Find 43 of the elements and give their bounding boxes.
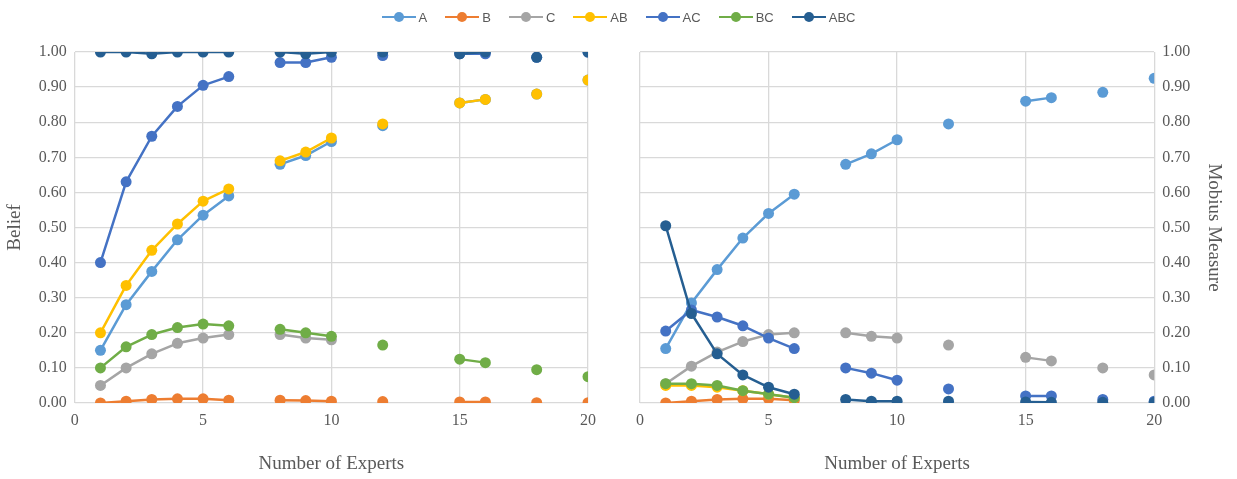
x-tick-label: 10 [889,410,906,428]
y-tick-label: 0.80 [38,112,67,130]
y-axis-title: Belief [3,203,25,251]
y2-tick-label: 0.90 [1162,77,1191,95]
x-tick-label: 0 [70,410,79,428]
x-tick-label: 15 [451,410,468,428]
legend-label: AC [682,9,701,25]
y-tick-label: 0.30 [38,287,67,305]
x-tick-label: 5 [764,410,773,428]
y2-tick-label: 0.70 [1162,147,1191,165]
y2-tick-label: 0.20 [1162,323,1191,340]
y-tick-label: 0.20 [38,323,67,340]
y2-tick-label: 0.10 [1162,358,1191,376]
x-axis-title: Number of Experts [258,451,405,473]
y-tick-label: 0.90 [38,77,67,95]
y-tick-label: 0.50 [38,217,67,235]
x-tick-label: 20 [1146,410,1163,428]
x-tick-label: 15 [1017,410,1034,428]
y-tick-label: 0.00 [38,393,67,411]
legend-label: BC [755,9,774,25]
y-tick-label: 0.60 [38,182,67,200]
x-tick-label: 0 [636,410,644,428]
legend-label: A [418,9,428,25]
y-tick-label: 1.00 [38,42,67,60]
x-axis-title: Number of Experts [824,451,970,473]
y2-tick-label: 0.00 [1162,393,1191,411]
y-tick-label: 0.40 [38,252,67,270]
y2-tick-label: 0.30 [1162,287,1191,305]
x-tick-label: 5 [199,410,208,428]
y2-tick-label: 0.40 [1162,252,1191,270]
y-tick-label: 0.10 [38,358,67,376]
y2-tick-label: 0.50 [1162,217,1191,235]
y-tick-label: 0.70 [38,147,67,165]
legend-label: C [545,9,556,25]
x-tick-label: 10 [323,410,340,428]
legend-label: B [482,9,491,25]
y2-axis-title: Mobius Measure [1204,163,1226,292]
legend-label: ABC [828,9,856,25]
y2-tick-label: 1.00 [1162,42,1191,60]
y2-tick-label: 0.60 [1162,182,1191,200]
legend-label: AB [610,9,628,25]
x-tick-label: 20 [580,410,596,428]
y2-tick-label: 0.80 [1162,112,1191,130]
